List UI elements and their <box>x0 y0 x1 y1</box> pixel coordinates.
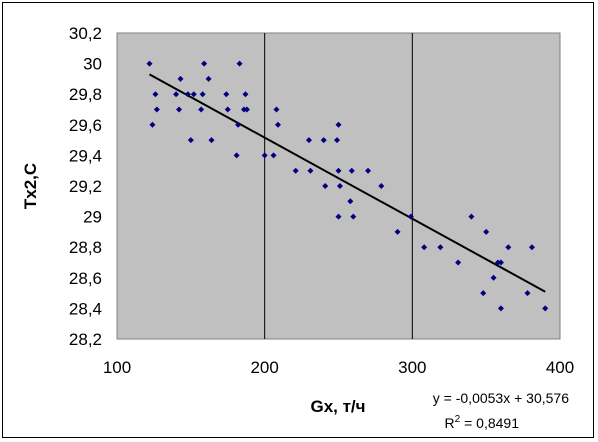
data-point <box>173 91 180 98</box>
data-point <box>224 106 231 113</box>
y-tick-label: 30,2 <box>69 24 102 43</box>
data-point <box>468 213 475 220</box>
data-point <box>524 290 531 297</box>
data-point <box>437 244 444 251</box>
y-tick-label: 29,8 <box>69 85 102 104</box>
data-point <box>335 213 342 220</box>
data-point <box>176 106 183 113</box>
data-point <box>483 228 490 235</box>
data-point <box>378 183 385 189</box>
data-point <box>365 167 372 174</box>
data-point <box>149 121 156 128</box>
data-point <box>201 60 208 67</box>
data-point <box>497 259 504 266</box>
data-point <box>497 305 504 312</box>
data-point <box>480 290 487 297</box>
x-tick-label: 400 <box>546 358 574 377</box>
data-point <box>305 137 312 144</box>
data-point <box>421 244 428 251</box>
x-tick-label: 100 <box>103 358 131 377</box>
r-squared-value: = 0,8491 <box>460 415 519 431</box>
y-axis-title: Tx2,C <box>21 163 40 209</box>
data-point <box>153 106 160 113</box>
data-point <box>334 137 341 144</box>
data-point <box>199 91 206 98</box>
data-point <box>243 106 250 113</box>
data-point <box>261 152 268 159</box>
x-tick-labels: 100 200 300 400 <box>103 358 574 377</box>
data-point <box>190 91 197 98</box>
data-point <box>292 167 299 174</box>
y-tick-label: 28,8 <box>69 238 102 257</box>
data-point <box>205 75 212 82</box>
y-tick-label: 29 <box>83 208 102 227</box>
data-point <box>320 137 327 144</box>
data-point <box>146 60 153 67</box>
y-tick-label: 28,2 <box>69 330 102 349</box>
trendline <box>149 73 546 293</box>
data-point <box>223 91 230 98</box>
data-point <box>233 152 240 159</box>
data-point <box>407 213 414 220</box>
data-point <box>350 213 357 220</box>
data-point <box>198 106 205 113</box>
y-tick-label: 29,6 <box>69 116 102 135</box>
y-tick-label: 30 <box>83 55 102 74</box>
data-point <box>152 91 159 98</box>
data-point <box>348 167 355 174</box>
r-squared-symbol: R <box>445 415 455 431</box>
data-point <box>455 259 462 266</box>
x-axis-title: Gx, т/ч <box>310 397 365 416</box>
data-point <box>274 121 281 128</box>
data-point <box>542 305 549 312</box>
data-point <box>273 106 280 113</box>
data-point <box>394 228 401 235</box>
data-point <box>335 121 342 128</box>
data-point <box>336 183 343 189</box>
y-tick-label: 29,4 <box>69 146 102 165</box>
y-tick-labels: 28,2 28,4 28,6 28,8 29 29,2 29,4 29,6 29,8 30 30,2 <box>69 24 102 349</box>
y-tick-label: 29,2 <box>69 177 102 196</box>
x-tick-label: 300 <box>398 358 426 377</box>
data-point <box>187 137 194 144</box>
y-tick-label: 28,6 <box>69 269 102 288</box>
y-tick-label: 28,4 <box>69 299 102 318</box>
data-point <box>505 244 512 251</box>
data-point <box>307 167 314 174</box>
r-squared-exponent: 2 <box>455 414 461 425</box>
data-point <box>236 60 243 67</box>
data-point <box>322 183 329 189</box>
data-points <box>146 60 549 312</box>
trendline-equation: y = -0,0053x + 30,576 <box>433 390 569 406</box>
r-squared-label: R2 = 0,8491 <box>445 414 520 431</box>
data-point <box>528 244 535 251</box>
data-point <box>335 167 342 174</box>
data-point <box>177 75 184 82</box>
data-point <box>184 91 191 98</box>
data-point <box>270 152 277 159</box>
data-point <box>242 91 249 98</box>
data-point <box>347 198 354 205</box>
x-tick-label: 200 <box>250 358 278 377</box>
gridlines <box>264 33 413 339</box>
data-point <box>490 274 497 281</box>
data-point <box>208 137 215 144</box>
data-point <box>235 121 242 128</box>
